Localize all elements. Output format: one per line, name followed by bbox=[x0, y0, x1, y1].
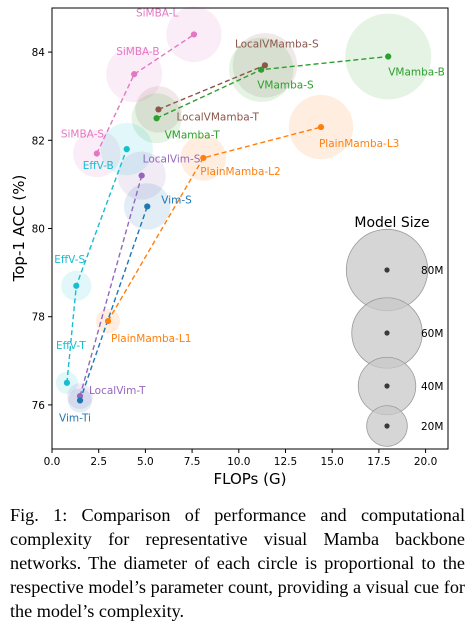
point-label-localvmamba-s: LocalVMamba-S bbox=[235, 38, 319, 50]
y-tick-label: 78 bbox=[32, 312, 45, 324]
point-label-plainmamba-l3: PlainMamba-L3 bbox=[319, 138, 399, 150]
x-tick-label: 15.0 bbox=[320, 456, 343, 468]
point-plainmamba-l3 bbox=[317, 123, 325, 131]
point-label-simba-b: SiMBA-B bbox=[116, 46, 159, 58]
point-plainmamba-l1 bbox=[104, 318, 112, 325]
point-localvmamba-t bbox=[155, 106, 162, 113]
point-label-simba-s: SiMBA-S bbox=[61, 129, 105, 141]
point-plainmamba-l2 bbox=[200, 154, 207, 162]
point-label-plainmamba-l2: PlainMamba-L2 bbox=[200, 166, 280, 178]
point-label-plainmamba-l1: PlainMamba-L1 bbox=[111, 333, 191, 345]
x-tick-label: 10.0 bbox=[227, 456, 250, 468]
y-tick-label: 84 bbox=[32, 47, 46, 59]
x-tick-label: 0.0 bbox=[44, 456, 61, 468]
x-tick-label: 12.5 bbox=[274, 456, 297, 468]
point-label-effv-b: EffV-B bbox=[83, 160, 114, 172]
point-label-localvim-t: LocalVim-T bbox=[89, 385, 146, 397]
point-effv-s bbox=[73, 282, 80, 289]
x-tick-label: 7.5 bbox=[184, 456, 201, 468]
point-label-localvim-s: LocalVim-S bbox=[143, 154, 201, 166]
y-axis-label: Top-1 ACC (%) bbox=[10, 175, 28, 283]
y-tick-label: 82 bbox=[32, 135, 45, 147]
x-tick-label: 5.0 bbox=[137, 456, 154, 468]
series-line-localvim bbox=[79, 175, 143, 397]
y-tick-label: 76 bbox=[32, 400, 46, 412]
series-line-localvmamba bbox=[158, 64, 266, 111]
x-axis-ticks: 0.0 2.5 5.0 7.5 10.0 12.5 15.0 17.5 20.0 bbox=[44, 449, 437, 468]
legend-label-20m: 20M bbox=[421, 421, 443, 433]
point-effv-b bbox=[123, 146, 130, 153]
point-localvmamba-s bbox=[261, 62, 269, 69]
legend-label-80m: 80M bbox=[421, 265, 443, 277]
point-label-vmamba-s: VMamba-S bbox=[257, 80, 314, 92]
y-axis-ticks: 76 78 80 82 84 bbox=[32, 47, 52, 412]
comparison-figure: SiMBA-S SiMBA-B SiMBA-L LocalVMamba-T LocalV… bbox=[10, 6, 449, 488]
legend-dot bbox=[384, 423, 390, 429]
point-label-vmamba-t: VMamba-T bbox=[165, 129, 221, 141]
point-localvim-t bbox=[76, 392, 84, 400]
point-label-effv-s: EffV-S bbox=[54, 254, 85, 266]
legend-label-40m: 40M bbox=[421, 381, 443, 393]
x-tick-label: 2.5 bbox=[90, 456, 107, 468]
point-label-effv-t: EffV-T bbox=[56, 340, 86, 352]
series-line-vim bbox=[79, 206, 148, 401]
x-axis-label: FLOPs (G) bbox=[214, 470, 287, 488]
x-tick-label: 17.5 bbox=[367, 456, 390, 468]
point-simba-s bbox=[93, 150, 100, 157]
point-simba-b bbox=[131, 71, 138, 78]
legend-dot bbox=[384, 267, 390, 273]
point-vim-s bbox=[144, 203, 151, 210]
point-label-localvmamba-t: LocalVMamba-T bbox=[176, 111, 259, 123]
point-label-vim-ti: Vim-Ti bbox=[59, 412, 91, 424]
legend-label-60m: 60M bbox=[421, 328, 443, 340]
point-vmamba-t bbox=[153, 115, 160, 122]
point-labels: SiMBA-S SiMBA-B SiMBA-L LocalVMamba-T LocalV… bbox=[54, 7, 445, 424]
y-tick-label: 80 bbox=[32, 224, 45, 236]
x-tick-label: 20.0 bbox=[414, 456, 437, 468]
point-vmamba-b bbox=[385, 53, 392, 60]
point-label-vim-s: Vim-S bbox=[161, 194, 192, 206]
figure-caption: Fig. 1: Comparison of performance and co… bbox=[10, 505, 465, 621]
point-label-vmamba-b: VMamba-B bbox=[388, 67, 445, 79]
point-effv-t bbox=[63, 379, 71, 386]
point-label-simba-l: SiMBA-L bbox=[136, 7, 179, 19]
legend-title: Model Size bbox=[354, 215, 429, 231]
point-localvim-s bbox=[138, 172, 145, 179]
point-vim-ti bbox=[76, 397, 84, 404]
legend-dot bbox=[384, 330, 390, 336]
point-vmamba-s bbox=[258, 66, 265, 73]
point-markers bbox=[63, 31, 392, 404]
size-legend: Model Size 80M 60M 40M 20M bbox=[345, 215, 443, 447]
point-simba-l bbox=[190, 31, 198, 38]
legend-dot bbox=[384, 383, 390, 389]
